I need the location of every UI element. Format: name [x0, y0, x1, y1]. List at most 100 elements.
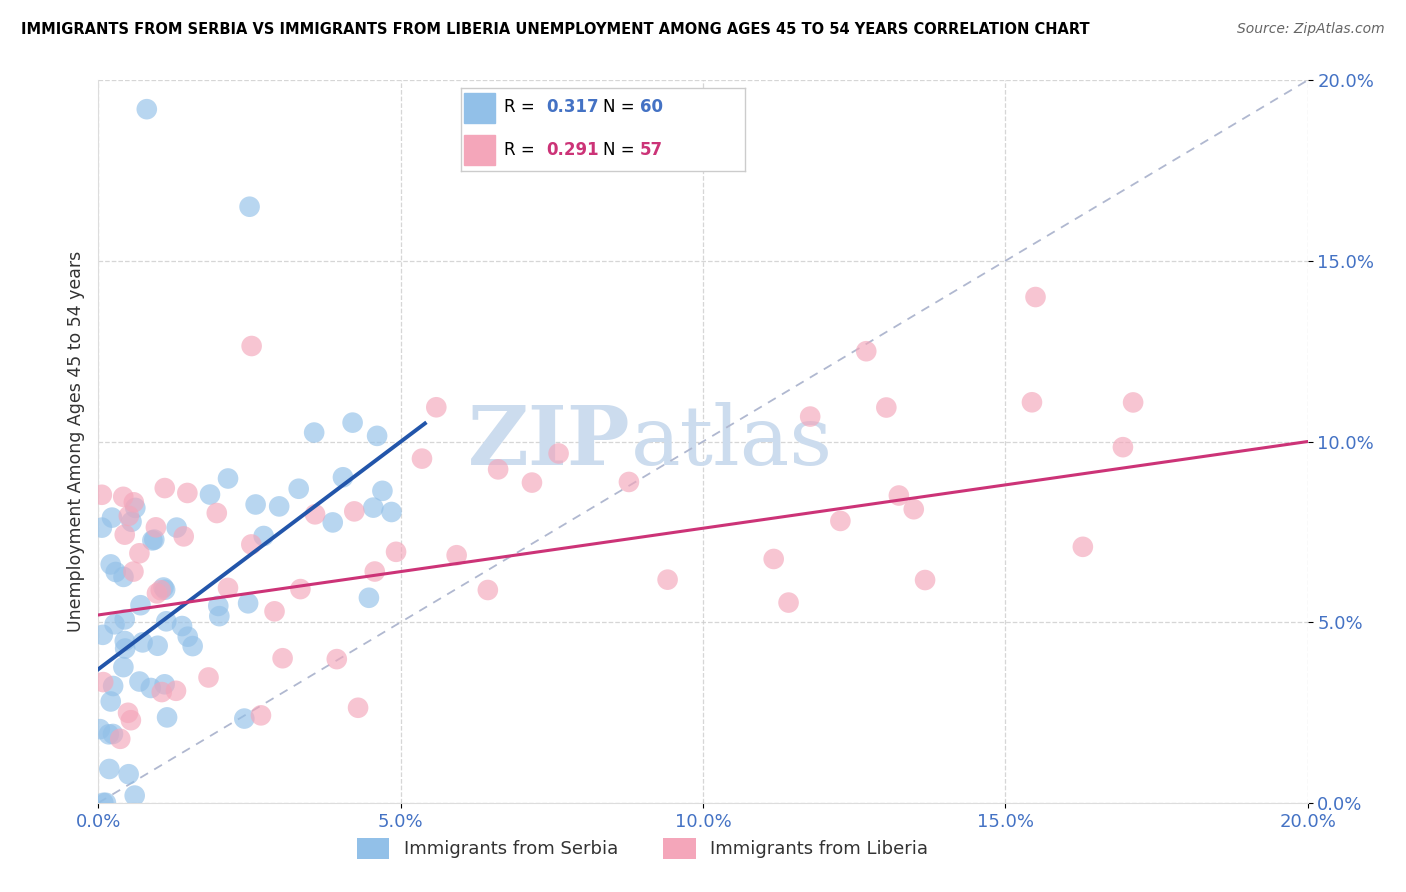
Point [101, 510, 124, 524]
Point [177, 630, 200, 644]
Point [181, 639, 204, 653]
Point [477, 582, 499, 597]
Point [114, 634, 136, 648]
Point [263, 604, 285, 618]
Point [1024, 290, 1046, 304]
Point [112, 490, 135, 504]
Point [903, 502, 925, 516]
Point [100, 694, 122, 708]
Point [114, 612, 136, 626]
Point [239, 200, 262, 214]
Point [149, 583, 172, 598]
Point [799, 409, 821, 424]
Point [155, 615, 177, 629]
Point [112, 660, 135, 674]
Text: atlas: atlas [630, 401, 832, 482]
Point [855, 344, 877, 359]
Point [363, 500, 385, 515]
Point [287, 482, 309, 496]
Point [830, 514, 852, 528]
Point [152, 581, 174, 595]
Point [875, 401, 897, 415]
Point [1122, 395, 1144, 409]
Point [233, 712, 256, 726]
Point [914, 573, 936, 587]
Point [103, 617, 125, 632]
Point [90, 521, 112, 535]
Point [290, 582, 312, 596]
Point [364, 565, 387, 579]
Text: ZIP: ZIP [468, 401, 630, 482]
Point [114, 527, 136, 541]
Point [617, 475, 640, 489]
Point [90, 488, 112, 502]
Point [156, 710, 179, 724]
Point [250, 708, 273, 723]
Point [170, 619, 193, 633]
Point [117, 706, 139, 720]
Point [122, 495, 145, 509]
Point [245, 498, 267, 512]
Point [124, 789, 146, 803]
Point [371, 483, 394, 498]
Point [114, 641, 136, 656]
Point [131, 635, 153, 649]
Point [343, 504, 366, 518]
Point [357, 591, 380, 605]
Point [302, 425, 325, 440]
Point [332, 470, 354, 484]
Point [236, 596, 259, 610]
Point [104, 565, 127, 579]
Point [139, 681, 162, 695]
Point [425, 401, 447, 415]
Point [207, 599, 229, 613]
Point [411, 451, 433, 466]
Text: Source: ZipAtlas.com: Source: ZipAtlas.com [1237, 22, 1385, 37]
Point [145, 520, 167, 534]
Point [135, 102, 157, 116]
Point [100, 558, 122, 572]
Point [122, 565, 145, 579]
Point [304, 508, 326, 522]
Point [253, 529, 276, 543]
Point [153, 481, 176, 495]
Point [143, 533, 166, 547]
Point [150, 685, 173, 699]
Point [547, 446, 569, 460]
Point [322, 516, 344, 530]
Point [385, 545, 408, 559]
Point [271, 651, 294, 665]
Point [217, 471, 239, 485]
Point [1112, 440, 1135, 454]
Point [89, 722, 111, 736]
Point [446, 548, 468, 562]
Point [118, 508, 141, 523]
Point [208, 609, 231, 624]
Point [129, 598, 152, 612]
Point [110, 731, 132, 746]
Point [778, 596, 800, 610]
Point [128, 546, 150, 560]
Point [120, 713, 142, 727]
Point [342, 416, 364, 430]
Text: IMMIGRANTS FROM SERBIA VS IMMIGRANTS FROM LIBERIA UNEMPLOYMENT AMONG AGES 45 TO : IMMIGRANTS FROM SERBIA VS IMMIGRANTS FRO… [21, 22, 1090, 37]
Point [366, 429, 388, 443]
Point [91, 796, 114, 810]
Point [887, 489, 910, 503]
Point [101, 679, 124, 693]
Point [240, 339, 263, 353]
Point [1071, 540, 1094, 554]
Point [91, 628, 114, 642]
Point [197, 670, 219, 684]
Point [153, 582, 176, 597]
Legend: Immigrants from Serbia, Immigrants from Liberia: Immigrants from Serbia, Immigrants from … [350, 830, 935, 866]
Point [153, 677, 176, 691]
Point [205, 506, 228, 520]
Point [97, 727, 120, 741]
Point [91, 675, 114, 690]
Point [121, 515, 143, 529]
Point [112, 570, 135, 584]
Y-axis label: Unemployment Among Ages 45 to 54 years: Unemployment Among Ages 45 to 54 years [66, 251, 84, 632]
Point [98, 762, 121, 776]
Point [347, 700, 370, 714]
